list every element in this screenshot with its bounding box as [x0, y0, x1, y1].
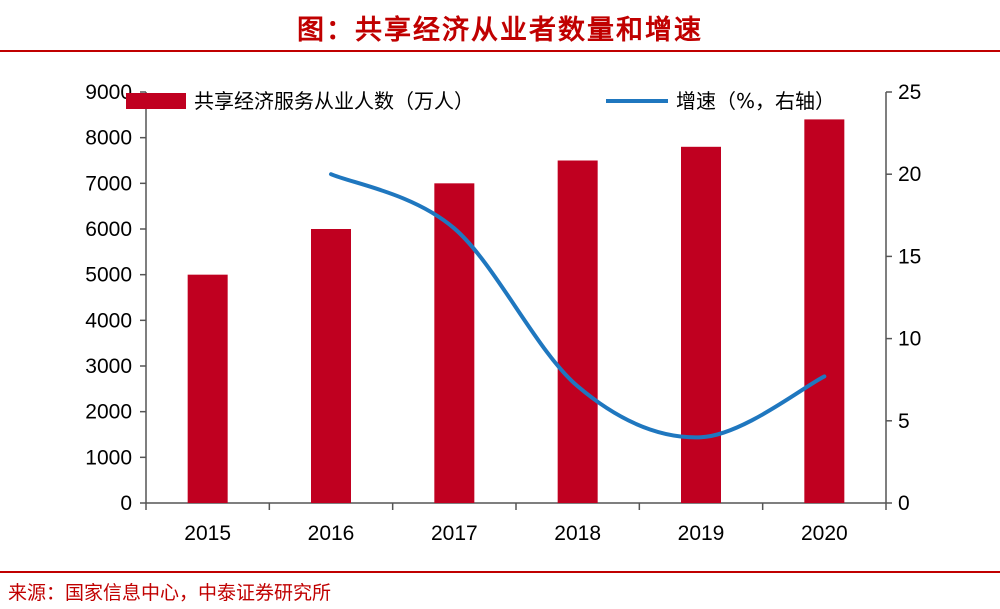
- left-tick-label: 0: [120, 492, 132, 515]
- legend-bar-swatch: [126, 93, 186, 109]
- bar-2016: [311, 229, 351, 503]
- x-tick-label: 2019: [678, 522, 725, 545]
- source-note: 来源：国家信息中心，中泰证券研究所: [8, 582, 332, 604]
- bar-2018: [557, 160, 598, 503]
- x-tick-label: 2020: [801, 522, 848, 545]
- left-tick-label: 2000: [85, 401, 132, 424]
- legend-line-label: 增速（%，右轴）: [676, 89, 835, 113]
- right-tick-label: 20: [898, 163, 921, 186]
- chart: 0 1000 2000 3000 4000 5000 6000 7000 8000 9000 0 5 1…: [85, 81, 921, 545]
- source-rule: [0, 571, 1000, 573]
- right-tick-label: 5: [898, 410, 910, 433]
- x-tick-label: 2018: [554, 522, 601, 545]
- left-tick-label: 9000: [85, 81, 132, 104]
- title-rule: [0, 50, 1000, 52]
- x-tick-label: 2015: [184, 522, 231, 545]
- left-tick-label: 7000: [85, 172, 132, 195]
- left-tick-label: 8000: [85, 127, 132, 150]
- left-tick-label: 4000: [85, 309, 132, 332]
- bar-2020: [804, 119, 845, 504]
- left-tick-label: 6000: [85, 218, 132, 241]
- bar-2017: [434, 183, 475, 504]
- bar-2019: [681, 146, 721, 504]
- growth-line: [329, 172, 827, 440]
- x-tick-label: 2017: [431, 522, 478, 545]
- chart-title: 图：共享经济从业者数量和增速: [297, 15, 703, 46]
- right-tick-label: 25: [898, 81, 921, 104]
- legend-bar-label: 共享经济服务从业人数（万人）: [194, 89, 474, 113]
- left-tick-label: 3000: [85, 355, 132, 378]
- right-tick-label: 0: [898, 492, 910, 515]
- bar-2015: [187, 274, 228, 503]
- left-tick-label: 1000: [85, 446, 132, 469]
- right-tick-label: 10: [898, 328, 921, 351]
- left-tick-label: 5000: [85, 264, 132, 287]
- right-tick-label: 15: [898, 245, 921, 268]
- x-tick-label: 2016: [308, 522, 355, 545]
